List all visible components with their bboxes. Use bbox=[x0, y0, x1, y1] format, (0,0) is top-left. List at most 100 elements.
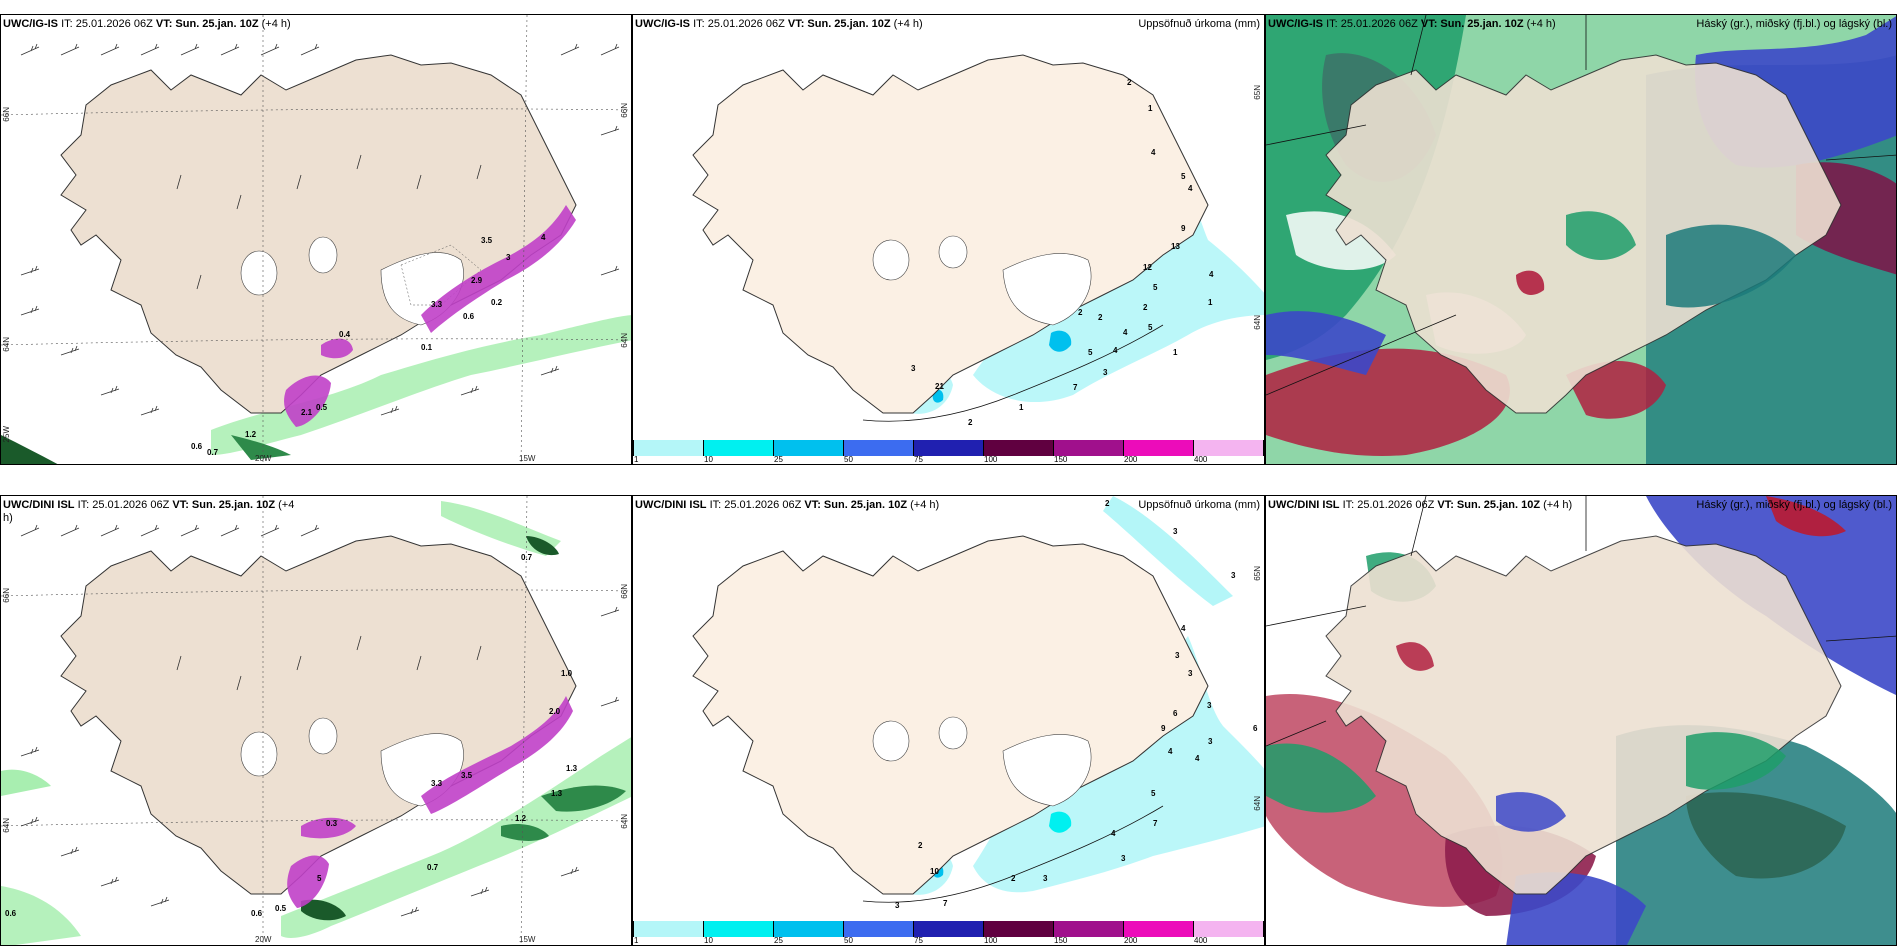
precip-label: 0.7 bbox=[207, 448, 219, 457]
contour-label: 21 bbox=[935, 382, 944, 391]
lon-tick: 15W bbox=[519, 935, 536, 944]
wind-map-row1: 0.6 0.7 1.2 0.5 3.3 2.9 3 4 0.6 0.4 3.5 … bbox=[1, 15, 631, 464]
colorbar-swatch bbox=[704, 440, 774, 456]
init-time: IT: 25.01.2026 06Z bbox=[693, 18, 785, 30]
iceland-land bbox=[692, 535, 1209, 895]
cloud-panel-title: Háský (gr.), miðský (fj.bl.) og lágský (… bbox=[1696, 18, 1892, 30]
colorbar-swatch bbox=[704, 921, 774, 937]
model-name: UWC/IG-IS bbox=[3, 18, 58, 30]
lead-time: (+4 h) bbox=[910, 499, 940, 511]
lead-time: (+4 h) bbox=[1543, 499, 1573, 511]
contour-label: 6 bbox=[1253, 724, 1258, 733]
precip-label: 1.3 bbox=[551, 789, 563, 798]
contour-label: 3 bbox=[1231, 571, 1236, 580]
contour-label: 9 bbox=[1181, 224, 1186, 233]
contour-label: 3 bbox=[1208, 737, 1213, 746]
colorbar-swatch bbox=[1124, 921, 1194, 937]
colorbar-label: 400 bbox=[1194, 455, 1208, 464]
colorbar-label: 10 bbox=[704, 455, 713, 464]
valid-time: Sun. 25.jan. 10Z bbox=[175, 18, 259, 30]
lat-tick-right: 64N bbox=[1253, 796, 1262, 811]
precip-colorbar bbox=[633, 921, 1264, 937]
valid-time: Sun. 25.jan. 10Z bbox=[1456, 499, 1541, 511]
precip-label: 0.5 bbox=[275, 904, 287, 913]
panel-title: UWC/DINI ISL IT: 25.01.2026 06Z VT: Sun.… bbox=[635, 499, 939, 511]
colorbar-label: 50 bbox=[844, 455, 853, 464]
contour-label: 5 bbox=[1088, 348, 1093, 357]
precip-label: 0.1 bbox=[421, 343, 433, 352]
model-name: UWC/DINI ISL bbox=[1268, 499, 1340, 511]
wind-barbs bbox=[20, 524, 620, 917]
contour-label: 4 bbox=[1195, 754, 1200, 763]
contour-label: 2 bbox=[968, 418, 973, 427]
iceland-land bbox=[692, 54, 1209, 414]
panel-title: UWC/IG-IS IT: 25.01.2026 06Z VT: Sun. 25… bbox=[635, 18, 923, 30]
precip-label: 0.2 bbox=[491, 298, 503, 307]
colorbar-swatch bbox=[914, 921, 984, 937]
contour-label: 7 bbox=[943, 899, 948, 908]
precip-label: 3.5 bbox=[461, 771, 473, 780]
precip-label: 1.3 bbox=[566, 764, 578, 773]
colorbar-swatch bbox=[844, 921, 914, 937]
colorbar-swatch bbox=[1054, 921, 1124, 937]
precip-label: 4 bbox=[541, 233, 546, 242]
colorbar-label: 10 bbox=[704, 936, 713, 945]
contour-label: 3 bbox=[1188, 669, 1193, 678]
wind-map-row2: 0.7 1.0 2.0 1.3 1.3 1.2 0.3 0.7 0.6 0.5 … bbox=[1, 496, 631, 945]
colorbar-swatch bbox=[984, 921, 1054, 937]
accum-panel-row1[interactable]: 2 1 4 5 4 9 13 12 5 4 1 2 4 5 2 1 7 3 1 … bbox=[632, 14, 1265, 465]
contour-label: 3 bbox=[1173, 527, 1178, 536]
colorbar-swatch bbox=[984, 440, 1054, 456]
valid-time: Sun. 25.jan. 10Z bbox=[807, 18, 891, 30]
contour-label: 4 bbox=[1151, 148, 1156, 157]
contour-label: 7 bbox=[1153, 819, 1158, 828]
contour-label: 2 bbox=[1105, 499, 1110, 508]
init-time: IT: 25.01.2026 06Z bbox=[1342, 499, 1435, 511]
colorbar-label: 200 bbox=[1124, 455, 1138, 464]
colorbar-label: 400 bbox=[1194, 936, 1208, 945]
colorbar-label: 75 bbox=[914, 455, 923, 464]
colorbar-swatch bbox=[774, 921, 844, 937]
contour-label: 7 bbox=[1073, 383, 1078, 392]
colorbar-swatch bbox=[1124, 440, 1194, 456]
corner-tick: 25W bbox=[2, 425, 11, 442]
valid-time-label: VT: bbox=[172, 499, 189, 511]
cloud-panel-row2[interactable]: UWC/DINI ISL IT: 25.01.2026 06Z VT: Sun.… bbox=[1265, 495, 1897, 946]
contour-label: 4 bbox=[1181, 624, 1186, 633]
wind-panel-row2[interactable]: 0.7 1.0 2.0 1.3 1.3 1.2 0.3 0.7 0.6 0.5 … bbox=[0, 495, 632, 946]
precip-label: 1.2 bbox=[245, 430, 257, 439]
contour-label: 3 bbox=[1207, 701, 1212, 710]
colorbar-swatch bbox=[633, 921, 704, 937]
contour-label: 5 bbox=[1148, 323, 1153, 332]
accum-panel-row2[interactable]: 2 3 3 4 3 3 6 3 9 6 3 4 4 5 7 4 3 2 3 7 … bbox=[632, 495, 1265, 946]
precip-purple-area bbox=[421, 205, 576, 333]
valid-time: Sun. 25.jan. 10Z bbox=[191, 499, 276, 511]
lat-tick-right: 64N bbox=[620, 814, 629, 829]
cloud-map-row1 bbox=[1266, 15, 1896, 464]
lat-tick-right: 64N bbox=[620, 333, 629, 348]
valid-time: Sun. 25.jan. 10Z bbox=[823, 499, 908, 511]
lead-time: (+4 h) bbox=[3, 499, 295, 524]
contour-label: 5 bbox=[1151, 789, 1156, 798]
contour-label: 5 bbox=[1153, 283, 1158, 292]
lon-tick: 15W bbox=[519, 454, 536, 463]
accum-panel-title: Uppsöfnuð úrkoma (mm) bbox=[1138, 18, 1260, 30]
lat-tick-right: 65N bbox=[1253, 85, 1262, 100]
cloud-map-row2 bbox=[1266, 496, 1896, 945]
precip-label: 3.3 bbox=[431, 300, 443, 309]
contour-label: 3 bbox=[911, 364, 916, 373]
contour-label: 2 bbox=[1127, 78, 1132, 87]
contour-label: 2 bbox=[1011, 874, 1016, 883]
lat-tick-left: 64N bbox=[2, 337, 11, 352]
precip-label: 0.5 bbox=[316, 403, 328, 412]
wind-panel-row1[interactable]: 0.6 0.7 1.2 0.5 3.3 2.9 3 4 0.6 0.4 3.5 … bbox=[0, 14, 632, 465]
contour-label: 3 bbox=[1043, 874, 1048, 883]
contour-label: 3 bbox=[1175, 651, 1180, 660]
precip-label: 3 bbox=[506, 253, 511, 262]
contour-label: 2 bbox=[1143, 303, 1148, 312]
precip-label: 0.6 bbox=[251, 909, 263, 918]
cloud-panel-row1[interactable]: UWC/IG-IS IT: 25.01.2026 06Z VT: Sun. 25… bbox=[1265, 14, 1897, 465]
contour-label: 3 bbox=[895, 901, 900, 910]
lead-time: (+4 h) bbox=[261, 18, 291, 30]
contour-label: 1 bbox=[1148, 104, 1153, 113]
